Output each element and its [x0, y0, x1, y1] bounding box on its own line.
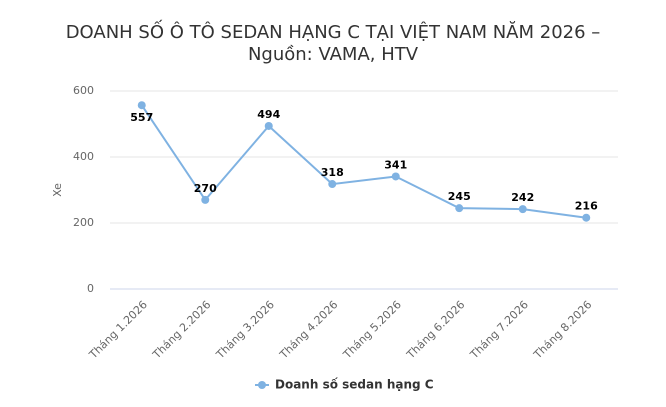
data-label: 270 — [194, 182, 217, 195]
data-label: 494 — [257, 108, 280, 121]
point — [264, 121, 273, 130]
y-tick-label: 0 — [87, 282, 94, 295]
x-tick-label: Tháng 4.2026 — [277, 298, 341, 362]
x-tick-label: Tháng 2.2026 — [150, 298, 214, 362]
legend-marker — [258, 381, 266, 389]
point — [328, 180, 337, 189]
data-label: 245 — [448, 190, 471, 203]
y-tick-label: 200 — [73, 216, 94, 229]
point — [455, 204, 464, 213]
y-tick-label: 400 — [73, 150, 94, 163]
point — [582, 213, 591, 222]
line — [140, 104, 587, 219]
x-tick-label: Tháng 8.2026 — [531, 298, 595, 362]
point — [391, 172, 400, 181]
point — [518, 205, 527, 214]
data-label: 216 — [575, 200, 598, 213]
data-label: 242 — [511, 191, 534, 204]
y-axis-label: Xe — [51, 183, 64, 197]
x-tick-label: Tháng 1.2026 — [86, 298, 150, 362]
data-label: 341 — [384, 158, 407, 171]
y-tick-label: 600 — [73, 84, 94, 97]
x-tick-label: Tháng 7.2026 — [467, 298, 531, 362]
x-tick-label: Tháng 5.2026 — [340, 298, 404, 362]
data-label: 318 — [321, 166, 344, 179]
data-label: 557 — [130, 111, 153, 124]
point — [137, 101, 146, 110]
point — [201, 195, 210, 204]
x-tick-label: Tháng 6.2026 — [404, 298, 468, 362]
x-tick-label: Tháng 3.2026 — [213, 298, 277, 362]
legend-label: Doanh số sedan hạng C — [275, 378, 434, 392]
chart-title: DOANH SỐ Ô TÔ SEDAN HẠNG C TẠI VIỆT NAM … — [65, 22, 601, 65]
